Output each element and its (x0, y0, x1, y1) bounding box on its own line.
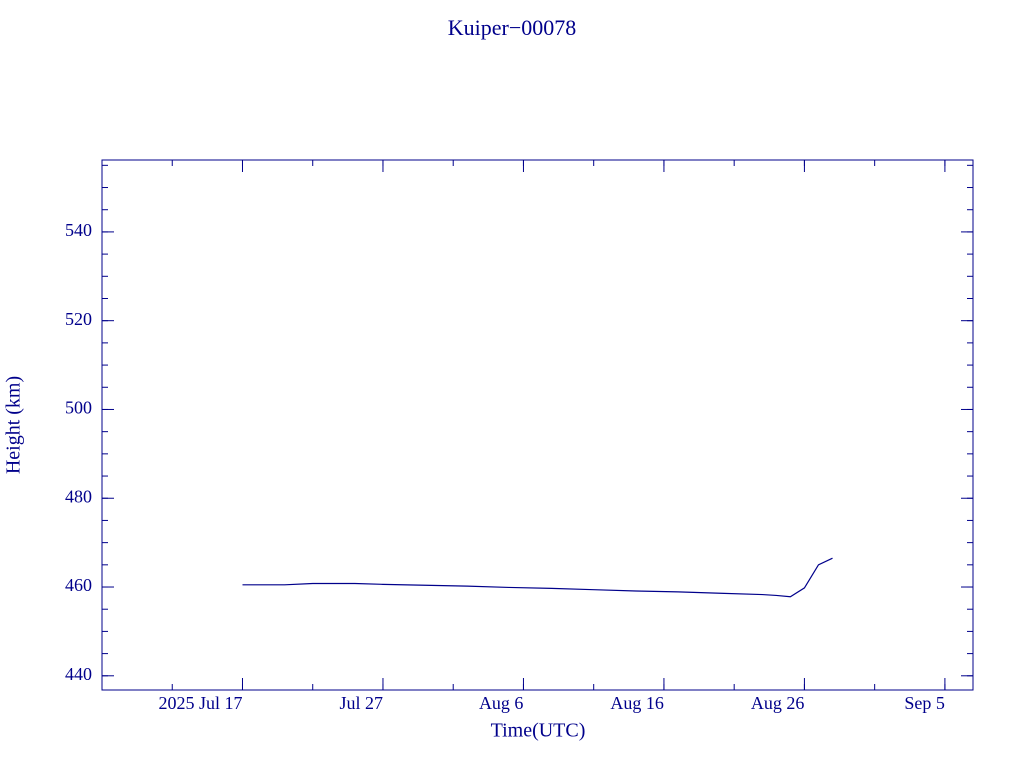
x-tick-label: Aug 16 (610, 693, 664, 713)
plot-frame (101, 159, 974, 691)
x-tick-label: Aug 26 (751, 693, 805, 713)
y-tick-label: 440 (65, 664, 92, 684)
y-axis-label: Height (km) (3, 376, 25, 474)
x-axis-label: Time(UTC) (491, 720, 586, 742)
x-tick-label: Sep 5 (904, 693, 945, 713)
y-tick-label: 520 (65, 309, 92, 329)
y-tick-label: 460 (65, 575, 92, 595)
y-tick-label: 540 (65, 220, 92, 240)
x-tick-label: Jul 27 (339, 693, 383, 713)
chart-title: Kuiper−00078 (448, 15, 577, 40)
data-line (242, 557, 833, 598)
y-tick-label: 500 (65, 398, 92, 418)
x-tick-label: Aug 6 (479, 693, 524, 713)
x-tick-label: 2025 Jul 17 (158, 693, 242, 713)
y-tick-label: 480 (65, 486, 92, 506)
